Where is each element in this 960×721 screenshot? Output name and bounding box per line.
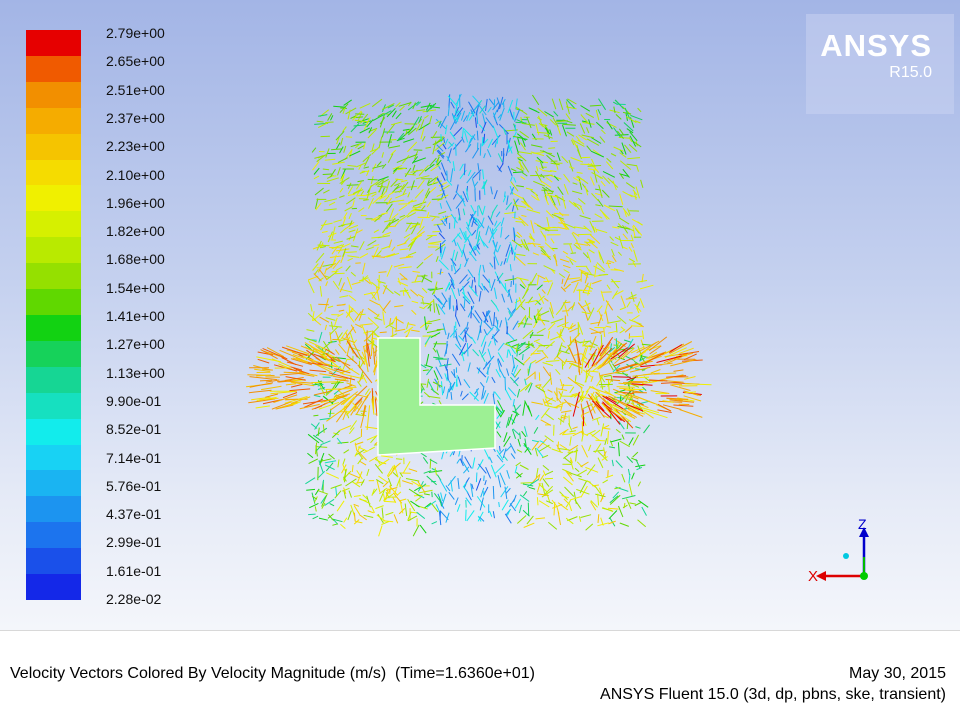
caption-bar: Velocity Vectors Colored By Velocity Mag…: [0, 630, 960, 721]
triad-marker: [843, 553, 849, 559]
vector-arrows: [246, 94, 711, 536]
logo-brand: ANSYS: [820, 28, 932, 64]
l-shaped-body: [378, 338, 495, 455]
x-axis-label: X: [808, 568, 818, 585]
logo-version: R15.0: [889, 64, 932, 82]
plot-title: Velocity Vectors Colored By Velocity Mag…: [10, 665, 535, 683]
solver-info: ANSYS Fluent 15.0 (3d, dp, pbns, ske, tr…: [600, 686, 946, 704]
ansys-logo: ANSYS R15.0: [806, 14, 954, 114]
axis-triad: Z X: [800, 515, 890, 590]
plot-date: May 30, 2015: [849, 665, 946, 683]
z-axis-label: Z: [858, 516, 867, 532]
triad-origin: [860, 572, 868, 580]
